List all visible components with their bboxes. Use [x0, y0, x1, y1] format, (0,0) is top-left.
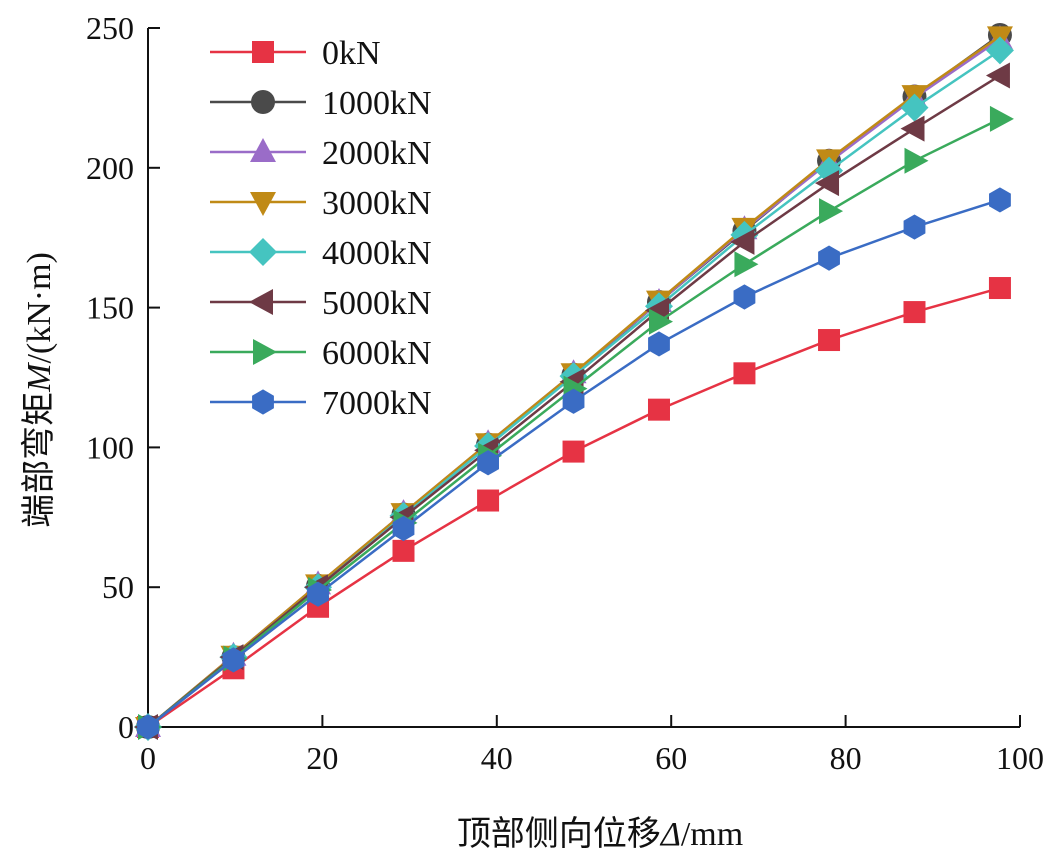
y-tick-label: 250 [86, 10, 134, 46]
legend-triangle-up-marker [250, 138, 276, 162]
legend-label: 5000kN [322, 285, 432, 322]
x-tick-label: 80 [830, 740, 862, 776]
x-tick-label: 60 [655, 740, 687, 776]
y-axis-label: 端部弯矩M/(kN·m) [20, 252, 58, 528]
data-point-square-marker [392, 539, 415, 562]
series-line [147, 286, 1001, 729]
data-point-triangle-right-marker [648, 308, 673, 335]
legend-label: 6000kN [322, 335, 432, 372]
data-point-hexagon-marker [222, 647, 245, 673]
data-point-triangle-right-marker [734, 251, 759, 278]
legend-label: 3000kN [322, 185, 432, 222]
data-point-square-marker [733, 362, 756, 385]
legend-hexagon-marker [252, 389, 274, 415]
data-point-triangle-right-marker [904, 147, 929, 174]
legend-item: 3000kN [210, 185, 432, 222]
legend-label: 4000kN [322, 235, 432, 272]
series-0kN [137, 277, 1011, 738]
data-point-diamond-marker [900, 93, 929, 122]
legend-label: 1000kN [322, 85, 432, 122]
data-point-hexagon-marker [818, 245, 840, 271]
data-point-triangle-right-marker [819, 198, 844, 225]
data-point-square-marker [903, 301, 926, 324]
legend-triangle-down-marker [250, 192, 276, 216]
axes [147, 28, 1020, 728]
legend-square-marker [252, 41, 274, 63]
data-point-hexagon-marker [648, 331, 670, 357]
y-tick-label: 150 [86, 290, 134, 326]
x-tick-label: 40 [481, 740, 513, 776]
data-point-square-marker [562, 440, 585, 463]
legend-item: 5000kN [210, 285, 432, 322]
data-point-triangle-left-marker [900, 115, 925, 142]
x-tick-label: 20 [306, 740, 338, 776]
data-point-square-marker [818, 329, 841, 352]
y-tick-label: 50 [102, 569, 134, 605]
x-tick-label: 100 [996, 740, 1044, 776]
data-point-square-marker [477, 489, 500, 512]
data-point-hexagon-marker [392, 515, 415, 542]
data-point-hexagon-marker [477, 450, 499, 476]
data-point-hexagon-marker [307, 581, 329, 607]
series-line [147, 198, 1001, 728]
legend-label: 7000kN [322, 385, 432, 422]
legend-item: 1000kN [210, 85, 432, 122]
legend: 0kN 1000kN 2000kN 3000kN 4000kN 5000kN 6000kN 7… [210, 35, 432, 422]
legend-triangle-right-marker [253, 339, 277, 365]
legend-item: 2000kN [210, 135, 432, 172]
data-point-square-marker [647, 398, 670, 421]
data-point-hexagon-marker [989, 187, 1011, 213]
data-point-triangle-left-marker [985, 62, 1010, 89]
legend-item: 4000kN [210, 235, 432, 272]
x-tick-label: 0 [140, 740, 156, 776]
y-tick-label: 0 [118, 709, 134, 745]
legend-diamond-marker [249, 238, 277, 266]
data-point-hexagon-marker [733, 284, 756, 310]
data-point-hexagon-marker [903, 214, 926, 240]
data-point-hexagon-marker [562, 388, 585, 414]
x-axis-label: 顶部侧向位移Δ/mm [457, 815, 743, 853]
legend-circle-marker [251, 90, 275, 114]
y-tick-label: 100 [86, 429, 134, 465]
legend-label: 2000kN [322, 135, 432, 172]
series-line [147, 117, 1001, 728]
legend-triangle-left-marker [249, 289, 273, 315]
legend-item: 7000kN [210, 385, 432, 422]
legend-item: 0kN [210, 35, 381, 72]
data-point-diamond-marker [985, 36, 1014, 65]
legend-label: 0kN [322, 35, 381, 72]
data-point-triangle-right-marker [989, 105, 1014, 132]
data-point-triangle-left-marker [815, 170, 840, 197]
data-point-square-marker [988, 277, 1011, 300]
series-7000kN [137, 187, 1011, 740]
legend-item: 6000kN [210, 335, 432, 372]
data-point-triangle-left-marker [730, 228, 755, 255]
y-tick-label: 200 [86, 150, 134, 186]
data-point-hexagon-marker [137, 714, 159, 740]
